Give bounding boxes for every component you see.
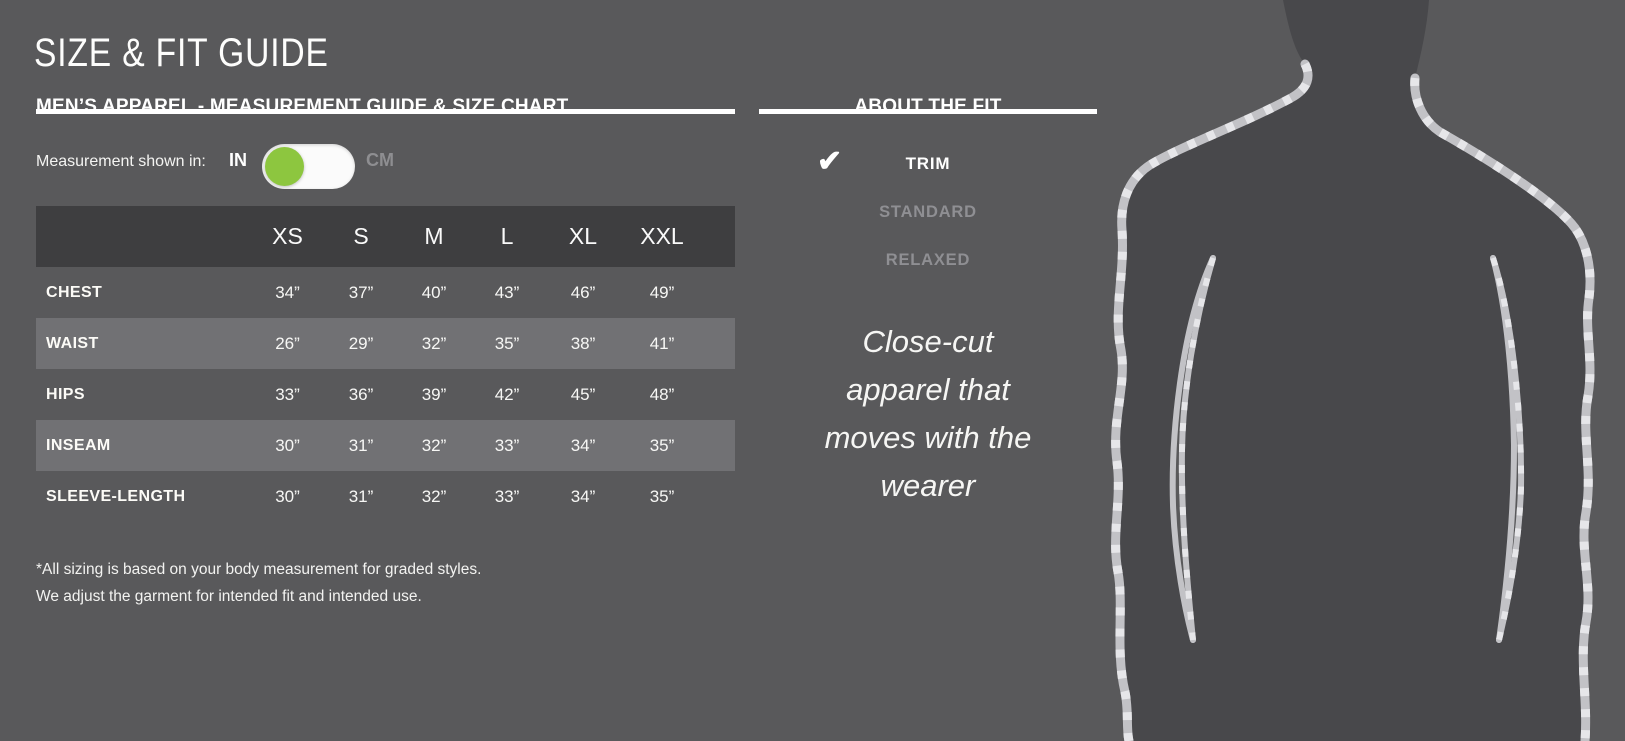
cell-value: 30” (275, 486, 300, 506)
size-chart-table: XS S M L XL XXL CHEST 34” 37” 40” 43” 46… (36, 206, 735, 522)
measurement-section-heading: MEN’S APPAREL - MEASUREMENT GUIDE & SIZE… (36, 95, 569, 117)
measuring-tape-stripes (1111, 61, 1595, 741)
fit-description-line: Close-cut (862, 324, 994, 359)
body-shape (1115, 0, 1591, 741)
cell-value: 26” (275, 333, 300, 353)
male-body-silhouette-image (1111, 0, 1595, 741)
row-label: INSEAM (46, 436, 111, 454)
cell-value: 33” (494, 486, 520, 506)
row-label: WAIST (46, 334, 99, 352)
cell-value: 29” (348, 333, 374, 353)
measurement-section-underline (36, 109, 735, 114)
cell-value: 30” (275, 435, 300, 455)
cell-value: 35” (649, 435, 675, 455)
cell-value: 35” (494, 333, 520, 353)
cell-value: 43” (494, 282, 520, 302)
cell-value: 37” (348, 282, 374, 302)
fit-option-trim[interactable]: ✔ TRIM (759, 140, 1097, 188)
unit-toggle[interactable] (262, 144, 355, 189)
cell-value: 31” (348, 435, 374, 455)
row-label: CHEST (46, 283, 103, 301)
cell-value: 42” (494, 384, 520, 404)
cell-value: 34” (570, 435, 596, 455)
table-row-hips: HIPS 33” 36” 39” 42” 45” 48” (36, 369, 735, 420)
fit-description-line: moves with the (824, 420, 1032, 455)
fit-option-label: STANDARD (879, 203, 977, 221)
fit-description-line: apparel that (846, 372, 1010, 407)
cell-value: 40” (421, 282, 447, 302)
cell-value: 35” (649, 486, 675, 506)
cell-value: 32” (421, 486, 447, 506)
fit-option-standard[interactable]: STANDARD (759, 188, 1097, 236)
unit-cm-label[interactable]: CM (366, 150, 394, 170)
sizing-footnote: *All sizing is based on your body measur… (36, 557, 481, 610)
fit-description-line: wearer (880, 468, 976, 503)
measurement-unit-label: Measurement shown in: (36, 153, 206, 170)
footnote-line-1: *All sizing is based on your body measur… (36, 561, 482, 578)
check-icon: ✔ (817, 145, 843, 178)
size-chart-corner-cell (36, 206, 251, 267)
cell-value: 49” (649, 282, 675, 302)
cell-value: 34” (275, 282, 300, 302)
table-row-sleeve-length: SLEEVE-LENGTH 30” 31” 32” 33” 34” 35” (36, 471, 735, 522)
column-header-xs: XS (251, 206, 324, 267)
fit-section-underline (759, 109, 1097, 114)
cell-value: 36” (348, 384, 374, 404)
fit-options-list: ✔ TRIM STANDARD RELAXED (759, 140, 1097, 284)
fit-option-label: TRIM (905, 154, 951, 173)
column-header-xxl: XXL (622, 206, 702, 267)
cell-value: 32” (421, 435, 447, 455)
cell-value: 46” (570, 282, 596, 302)
cell-value: 48” (649, 384, 675, 404)
cell-value: 41” (649, 333, 675, 353)
cell-value: 38” (570, 333, 596, 353)
cell-value: 32” (421, 333, 447, 353)
page-title: SIZE & FIT GUIDE (34, 30, 329, 75)
column-header-xl: XL (544, 206, 622, 267)
fit-description: Close-cut apparel that moves with the we… (754, 318, 1102, 510)
size-chart-pad-cell (702, 206, 735, 267)
unit-in-label[interactable]: IN (229, 150, 247, 170)
size-chart-header-row: XS S M L XL XXL (36, 206, 735, 267)
cell-value: 34” (570, 486, 596, 506)
cell-value: 33” (494, 435, 520, 455)
row-label: SLEEVE-LENGTH (46, 487, 186, 505)
cell-value: 39” (421, 384, 447, 404)
column-header-m: M (398, 206, 470, 267)
row-label: HIPS (46, 385, 85, 403)
cell-value: 33” (275, 384, 300, 404)
column-header-s: S (324, 206, 398, 267)
table-row-inseam: INSEAM 30” 31” 32” 33” 34” 35” (36, 420, 735, 471)
column-header-l: L (470, 206, 544, 267)
footnote-line-2: We adjust the garment for intended fit a… (36, 587, 422, 605)
cell-value: 31” (348, 486, 374, 506)
fit-option-relaxed[interactable]: RELAXED (759, 236, 1097, 284)
fit-option-label: RELAXED (885, 251, 971, 269)
cell-value: 45” (570, 384, 596, 404)
table-row-chest: CHEST 34” 37” 40” 43” 46” 49” (36, 267, 735, 318)
unit-toggle-knob[interactable] (265, 147, 304, 186)
fit-section-heading: ABOUT THE FIT (854, 95, 1002, 117)
table-row-waist: WAIST 26” 29” 32” 35” 38” 41” (36, 318, 735, 369)
